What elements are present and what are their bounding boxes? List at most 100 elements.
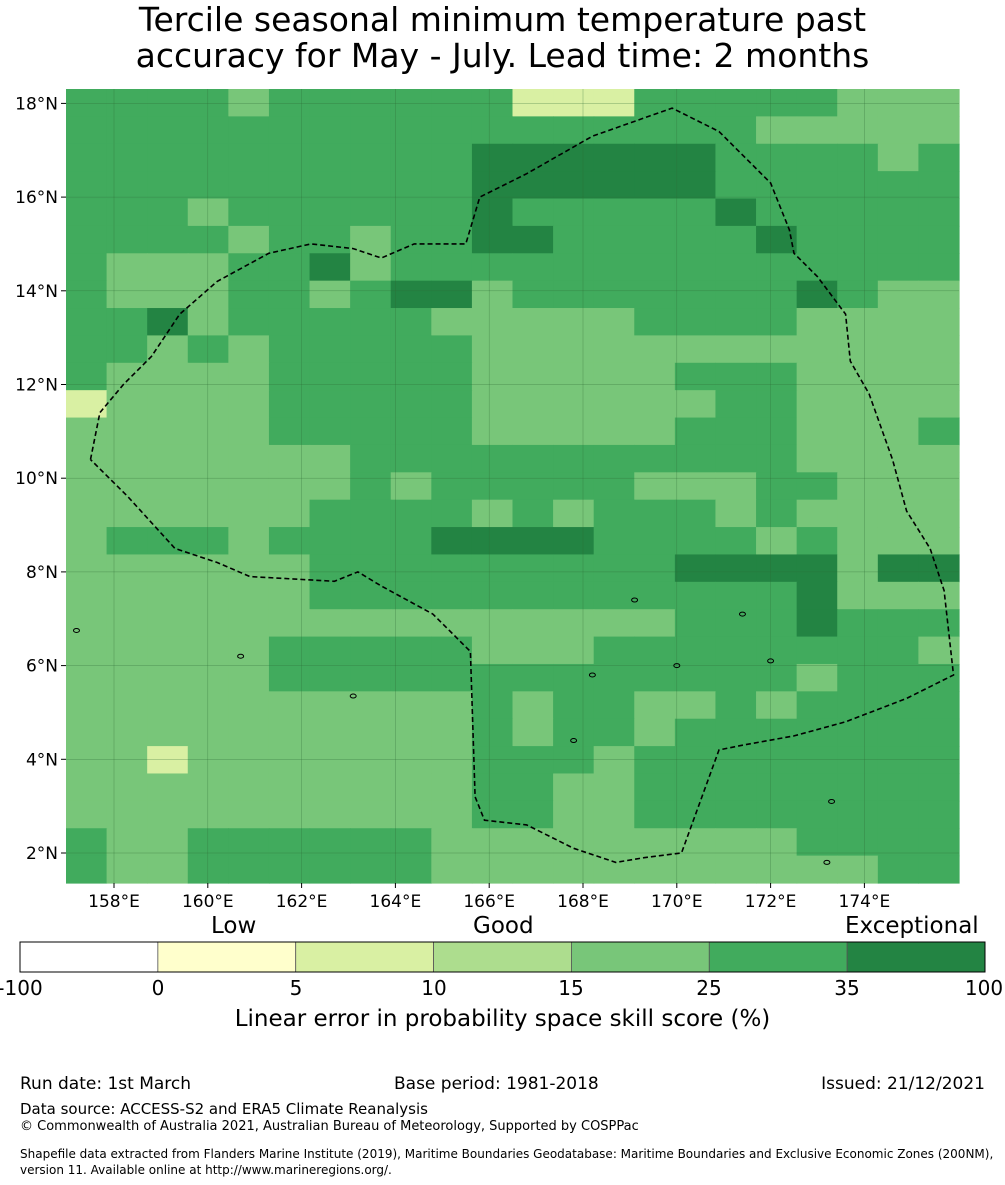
map-cell: [471, 89, 514, 117]
map-cell: [512, 472, 554, 501]
issued-date: Issued: 21/12/2021: [821, 1074, 985, 1094]
map-cell: [715, 308, 757, 337]
map-cell: [228, 527, 270, 556]
map-cell: [390, 527, 432, 556]
map-cell: [350, 828, 392, 857]
map-cell: [796, 636, 838, 665]
map-cell: [66, 225, 108, 254]
map-cell: [837, 417, 879, 446]
map-cell: [228, 828, 270, 857]
map-cell: [350, 390, 392, 419]
island-outline: [673, 663, 681, 669]
map-cell: [350, 609, 392, 638]
map-cell: [593, 691, 635, 720]
map-cell: [918, 609, 960, 638]
map-cell: [228, 444, 270, 473]
map-cell: [187, 499, 229, 528]
map-cell: [187, 828, 229, 857]
map-cell: [512, 828, 554, 857]
map-cell: [796, 527, 838, 556]
map-cell: [756, 390, 798, 419]
map-cell: [66, 746, 108, 775]
map-cell: [147, 746, 189, 775]
map-cell: [553, 527, 595, 556]
map-cell: [837, 499, 879, 528]
map-cell: [431, 581, 473, 610]
map-cell: [106, 609, 148, 638]
map-cell: [553, 198, 595, 227]
map-cell: [837, 636, 879, 665]
map-cell: [390, 444, 432, 473]
map-cell: [837, 390, 879, 419]
island-outline: [349, 693, 357, 699]
colorbar-label-low: Low: [211, 913, 257, 939]
map-cell: [674, 253, 717, 282]
map-cell: [309, 417, 351, 446]
map-cell: [796, 444, 838, 473]
map-cell: [918, 554, 960, 583]
map-cell: [431, 308, 473, 337]
map-cell: [228, 335, 270, 364]
lon-tick-label: 172°E: [745, 892, 797, 912]
map-cell: [187, 390, 229, 419]
map-cell: [350, 308, 392, 337]
map-cell: [471, 554, 514, 583]
island-outline: [570, 738, 578, 744]
map-cell: [390, 691, 432, 720]
map-cell: [471, 499, 514, 528]
map-cell: [837, 581, 879, 610]
map-cell: [837, 527, 879, 556]
map-cell: [228, 746, 270, 775]
map-cell: [553, 225, 595, 254]
map-cell: [268, 855, 311, 884]
map-cell: [553, 253, 595, 282]
islands: [72, 597, 836, 865]
map-cell: [674, 718, 717, 747]
map-cell: [674, 746, 717, 775]
colorbar: [19, 941, 986, 973]
map-cell: [147, 253, 189, 282]
map-cell: [390, 198, 432, 227]
map-cell: [268, 527, 311, 556]
map-cell: [553, 855, 595, 884]
map-cell: [268, 718, 311, 747]
map-cell: [106, 280, 148, 309]
map-cell: [918, 746, 960, 775]
map-cell: [268, 171, 311, 200]
island-outline: [588, 672, 596, 678]
map-cell: [877, 691, 920, 720]
map-cell: [634, 417, 676, 446]
map-cell: [837, 746, 879, 775]
map-cell: [106, 362, 148, 391]
map-cell: [350, 554, 392, 583]
map-cell: [674, 143, 717, 172]
map-cell: [756, 581, 798, 610]
map-cell: [512, 581, 554, 610]
map-cell: [674, 335, 717, 364]
map-cell: [66, 800, 108, 829]
map-cell: [877, 472, 920, 501]
map-cell: [350, 116, 392, 145]
map-cell: [877, 335, 920, 364]
map-cell: [350, 746, 392, 775]
map-cell: [634, 527, 676, 556]
map-cell: [147, 554, 189, 583]
title-line-2: accuracy for May - July. Lead time: 2 mo…: [135, 36, 870, 75]
map-cell: [228, 308, 270, 337]
map-cell: [918, 718, 960, 747]
map-cell: [715, 472, 757, 501]
map-cell: [471, 691, 514, 720]
map-cell: [512, 691, 554, 720]
colorbar-tick: 25: [696, 976, 722, 1000]
map-cell: [674, 527, 717, 556]
map-cell: [390, 335, 432, 364]
map-cell: [715, 362, 757, 391]
map-cell: [674, 444, 717, 473]
map-cell: [228, 362, 270, 391]
map-cell: [674, 225, 717, 254]
map-cell: [877, 609, 920, 638]
map-cell: [187, 554, 229, 583]
map-cell: [756, 362, 798, 391]
map-cell: [106, 171, 148, 200]
map-cell: [512, 116, 554, 145]
